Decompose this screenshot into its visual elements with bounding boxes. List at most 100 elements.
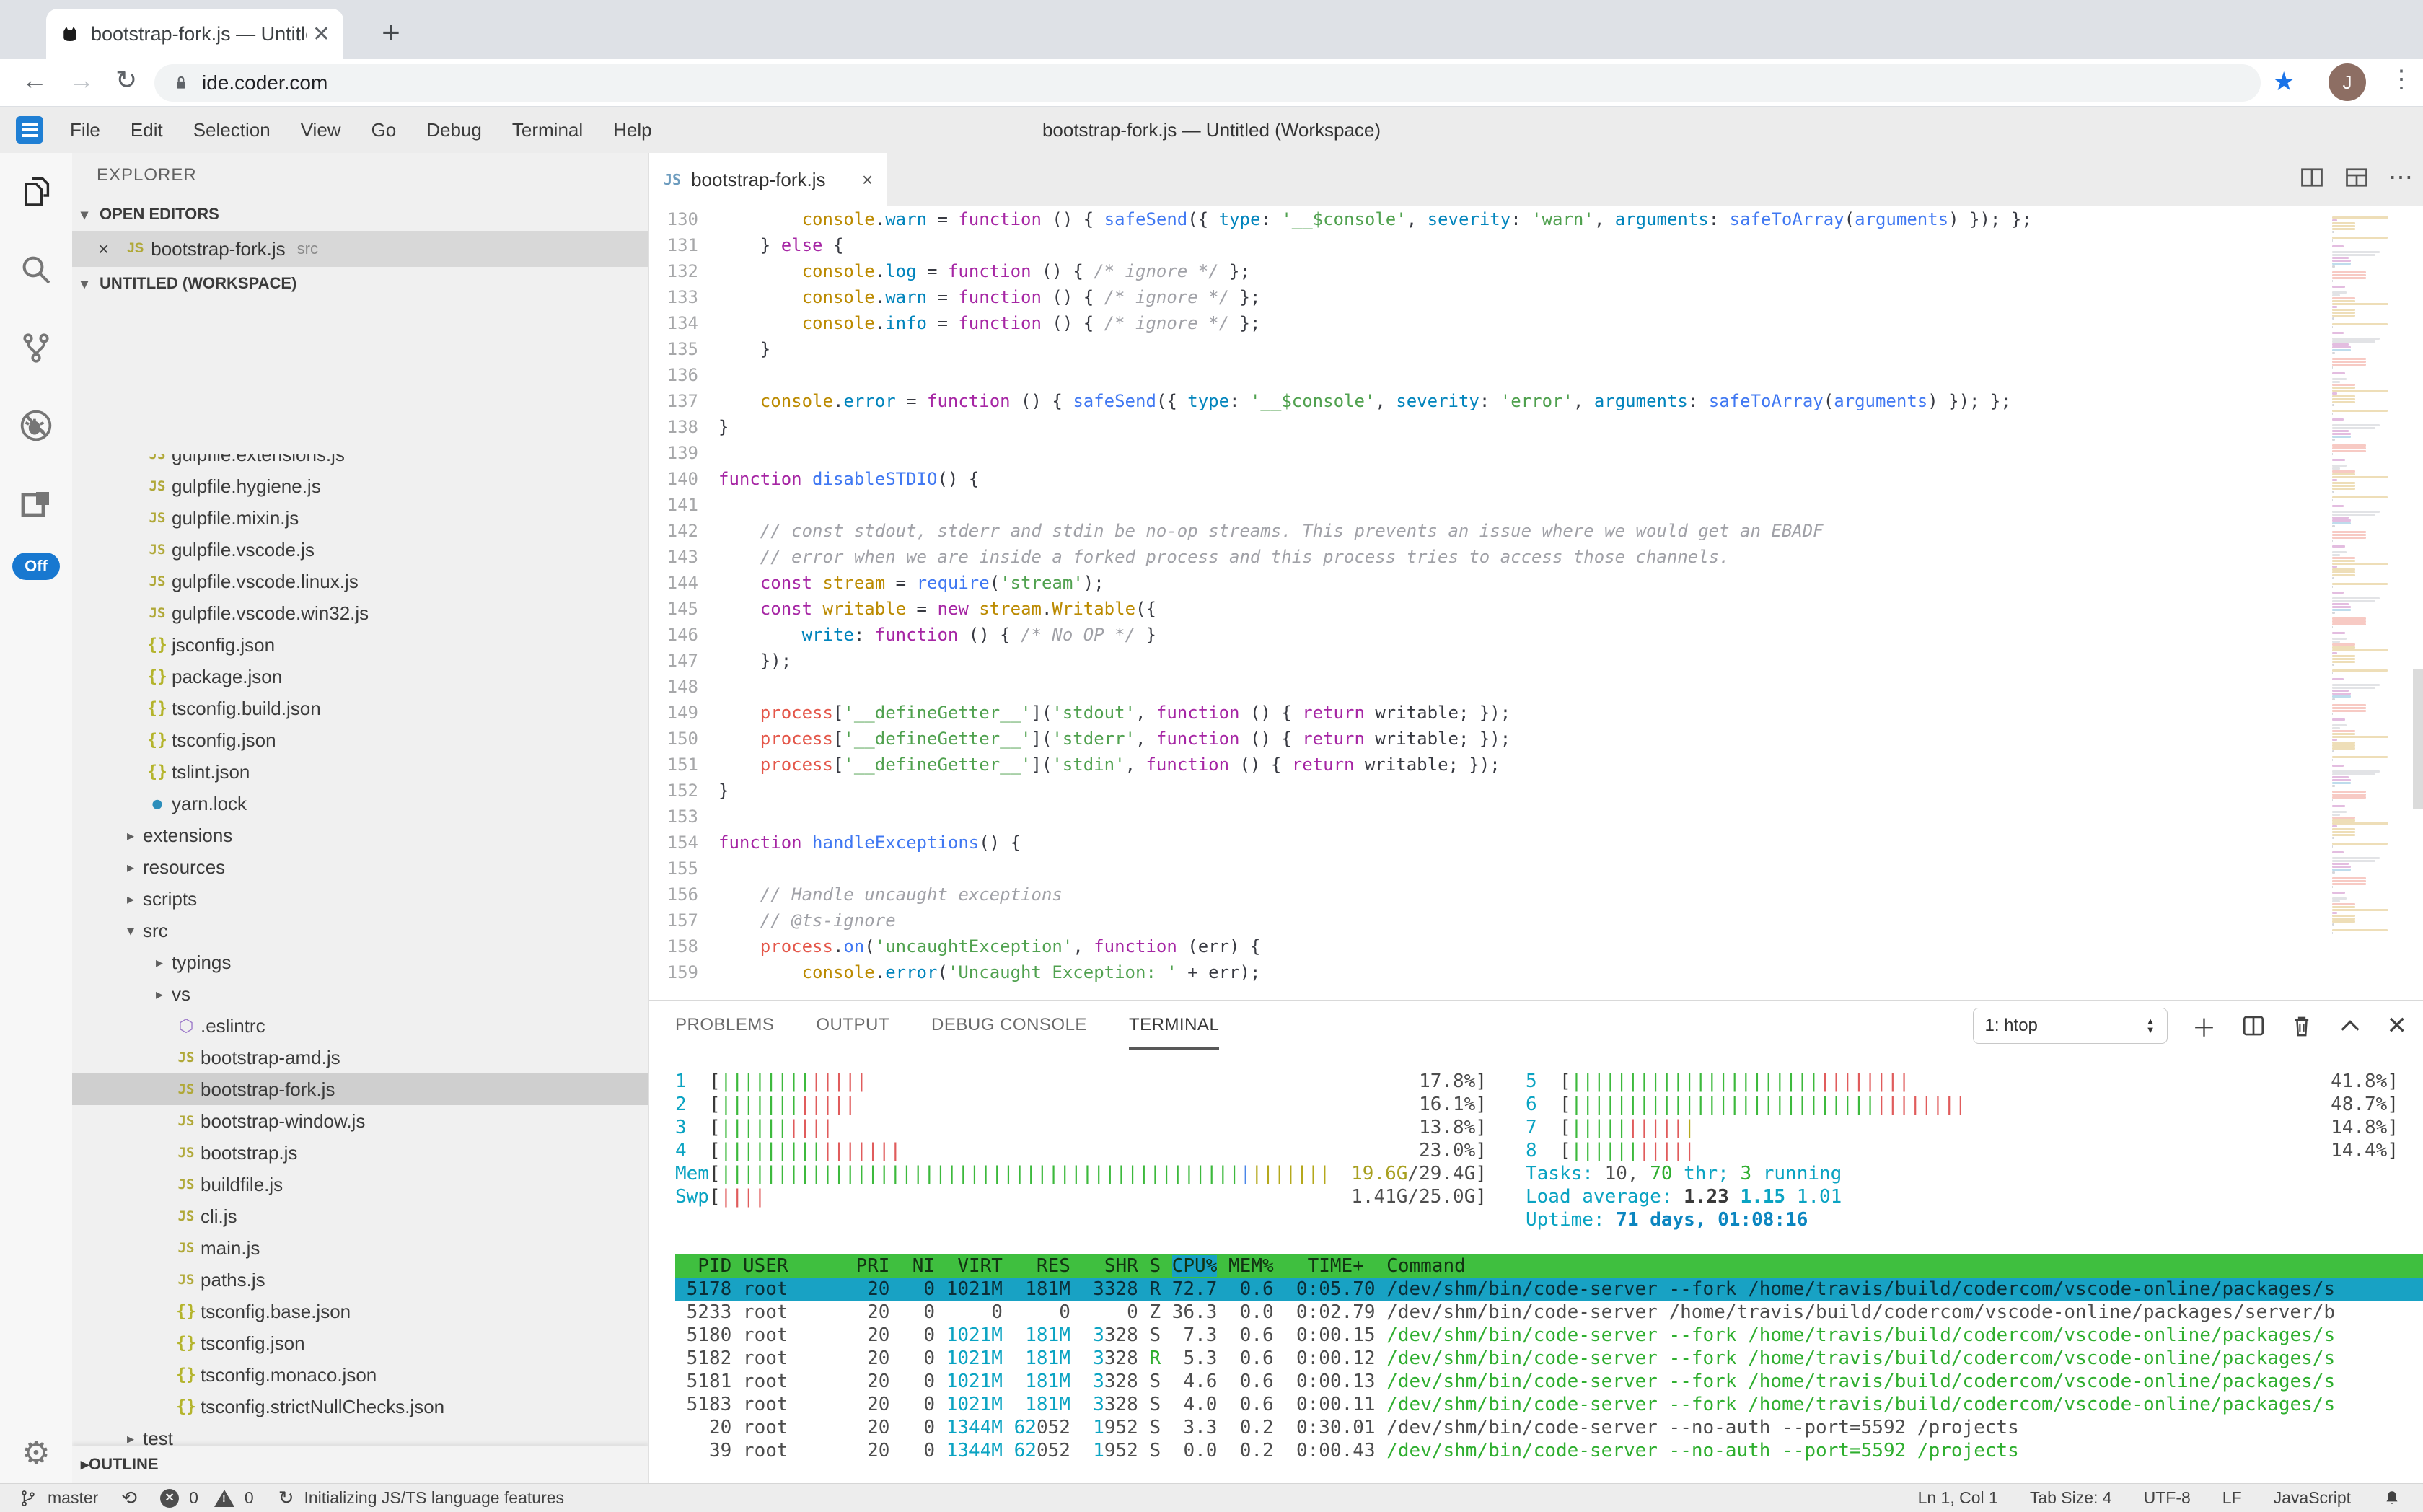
panel-tab-terminal[interactable]: TERMINAL: [1128, 1001, 1220, 1050]
browser-tab[interactable]: bootstrap-fork.js — Untitled (W ✕: [46, 9, 343, 59]
tree-item[interactable]: {} tslint.json: [72, 756, 648, 788]
source-control-icon[interactable]: [0, 309, 72, 387]
bell-icon[interactable]: [2383, 1489, 2401, 1508]
close-panel-icon[interactable]: ✕: [2386, 1012, 2408, 1040]
minimap[interactable]: [2332, 216, 2411, 981]
tree-item[interactable]: JS gulpfile.vscode.js: [72, 534, 648, 566]
menu-go[interactable]: Go: [371, 118, 397, 141]
terminal-picker[interactable]: 1: htop ▲ ▼: [1972, 1008, 2168, 1044]
eol[interactable]: LF: [2222, 1488, 2242, 1507]
split-editor-icon[interactable]: [2299, 164, 2325, 190]
tree-item[interactable]: JS gulpfile.hygiene.js: [72, 470, 648, 502]
tree-item[interactable]: ▸ vs: [72, 978, 648, 1010]
encoding[interactable]: UTF-8: [2143, 1488, 2191, 1507]
tree-item[interactable]: {} tsconfig.strictNullChecks.json: [72, 1391, 648, 1423]
new-tab-button[interactable]: +: [382, 15, 400, 50]
tree-item[interactable]: JS bootstrap-fork.js: [72, 1073, 648, 1105]
settings-gear-icon[interactable]: ⚙: [22, 1436, 50, 1471]
process-row[interactable]: 5183 root 20 0 1021M 181M 3328 S 4.0 0.6…: [675, 1394, 2336, 1415]
close-icon[interactable]: ×: [861, 168, 873, 190]
more-actions-icon[interactable]: ⋯: [2388, 164, 2413, 191]
extensions-icon[interactable]: [0, 465, 72, 542]
explorer-icon[interactable]: [0, 153, 72, 231]
warning-count[interactable]: 0: [244, 1488, 254, 1507]
tree-item[interactable]: ● yarn.lock: [72, 788, 648, 819]
tree-item[interactable]: ▸ extensions: [72, 819, 648, 851]
terminal[interactable]: 1[||||||||||||| 17.8%] 2[|||||||||||| 16.1%…: [675, 1050, 2423, 1508]
address-bar[interactable]: ide.coder.com: [154, 64, 2261, 102]
process-row[interactable]: 5181 root 20 0 1021M 181M 3328 S 4.6 0.6…: [675, 1371, 2336, 1392]
tree-item[interactable]: {} jsconfig.json: [72, 629, 648, 661]
tree-item[interactable]: JS paths.js: [72, 1264, 648, 1296]
editor-tab[interactable]: JS bootstrap-fork.js ×: [649, 153, 887, 206]
menu-selection[interactable]: Selection: [193, 118, 271, 141]
menu-help[interactable]: Help: [613, 118, 652, 141]
cursor-position[interactable]: Ln 1, Col 1: [1917, 1488, 1998, 1507]
process-row[interactable]: 5233 root 20 0 0 0 0 Z 36.3 0.0 0:02.79 …: [675, 1301, 2336, 1323]
sync-icon[interactable]: ⟲: [121, 1487, 138, 1508]
new-terminal-icon[interactable]: ＋: [2191, 1014, 2217, 1042]
split-terminal-icon[interactable]: [2241, 1014, 2266, 1038]
tab-size[interactable]: Tab Size: 4: [2029, 1488, 2112, 1507]
maximize-panel-icon[interactable]: [2338, 1014, 2362, 1038]
tree-item[interactable]: JS bootstrap-amd.js: [72, 1042, 648, 1073]
menu-file[interactable]: File: [70, 118, 100, 141]
tree-item[interactable]: ▸ resources: [72, 851, 648, 883]
process-row[interactable]: 5180 root 20 0 1021M 181M 3328 S 7.3 0.6…: [675, 1324, 2336, 1346]
menu-view[interactable]: View: [300, 118, 341, 141]
tree-item[interactable]: ▸ typings: [72, 946, 648, 978]
tree-item[interactable]: ⬡ .eslintrc: [72, 1010, 648, 1042]
search-icon[interactable]: [0, 231, 72, 309]
error-count[interactable]: 0: [189, 1488, 198, 1507]
tree-item[interactable]: JS cli.js: [72, 1200, 648, 1232]
process-row[interactable]: 20 root 20 0 1344M 62052 1952 S 3.3 0.2 …: [675, 1417, 2019, 1438]
menu-edit[interactable]: Edit: [130, 118, 163, 141]
tree-item[interactable]: JS bootstrap-window.js: [72, 1105, 648, 1137]
menu-debug[interactable]: Debug: [426, 118, 482, 141]
process-row[interactable]: 5182 root 20 0 1021M 181M 3328 R 5.3 0.6…: [675, 1348, 2336, 1369]
open-editor-item[interactable]: × JS bootstrap-fork.js src: [72, 231, 648, 267]
process-row[interactable]: 5178 root 20 0 1021M 181M 3328 R 72.7 0.…: [675, 1278, 2423, 1301]
kill-terminal-icon[interactable]: [2290, 1014, 2313, 1038]
tree-item[interactable]: ▸ test: [72, 1423, 648, 1454]
code-editor[interactable]: 130 console.warn = function () { safeSen…: [649, 206, 2423, 1000]
tree-item[interactable]: JS gulpfile.extensions.js: [72, 454, 648, 470]
tree-item[interactable]: {} tsconfig.base.json: [72, 1296, 648, 1327]
tree-item[interactable]: ▾ src: [72, 915, 648, 946]
language-mode[interactable]: JavaScript: [2273, 1488, 2351, 1507]
process-row[interactable]: 39 root 20 0 1344M 62052 1952 S 0.0 0.2 …: [675, 1440, 2019, 1462]
panel-tab-debug-console[interactable]: DEBUG CONSOLE: [931, 1015, 1087, 1034]
browser-menu-icon[interactable]: ⋮: [2389, 66, 2414, 93]
tab-close-icon[interactable]: ✕: [312, 22, 330, 46]
outline-header[interactable]: ▸ OUTLINE: [72, 1446, 648, 1483]
back-icon[interactable]: ←: [22, 65, 48, 94]
open-editors-header[interactable]: ▾ OPEN EDITORS: [81, 205, 219, 223]
avatar[interactable]: J: [2329, 63, 2366, 101]
debug-disabled-icon[interactable]: [0, 387, 72, 465]
tree-item[interactable]: JS main.js: [72, 1232, 648, 1264]
tree-item[interactable]: JS bootstrap.js: [72, 1137, 648, 1169]
tree-item[interactable]: JS gulpfile.mixin.js: [72, 502, 648, 534]
tree-item[interactable]: {} package.json: [72, 661, 648, 693]
bookmark-star-icon[interactable]: ★: [2272, 66, 2296, 96]
tree-item[interactable]: {} tsconfig.build.json: [72, 693, 648, 724]
editor-layout-icon[interactable]: [2344, 164, 2370, 190]
tree-item[interactable]: JS gulpfile.vscode.win32.js: [72, 597, 648, 629]
app-logo-icon[interactable]: [16, 116, 43, 144]
panel-tab-output[interactable]: OUTPUT: [816, 1015, 890, 1034]
close-icon[interactable]: ×: [98, 237, 110, 260]
branch-name[interactable]: master: [48, 1488, 99, 1507]
tree-item[interactable]: JS gulpfile.vscode.linux.js: [72, 566, 648, 597]
live-share-off-badge[interactable]: Off: [12, 553, 60, 580]
tree-item[interactable]: JS buildfile.js: [72, 1169, 648, 1200]
tree-item[interactable]: {} tsconfig.monaco.json: [72, 1359, 648, 1391]
editor-scrollbar[interactable]: [2413, 669, 2423, 809]
menu-terminal[interactable]: Terminal: [511, 118, 584, 141]
tree-item[interactable]: {} tsconfig.json: [72, 1327, 648, 1359]
forward-icon[interactable]: →: [69, 65, 94, 94]
tree-item[interactable]: {} tsconfig.json: [72, 724, 648, 756]
tree-item[interactable]: ▸ scripts: [72, 883, 648, 915]
workspace-header[interactable]: ▾ UNTITLED (WORKSPACE): [81, 274, 297, 292]
panel-tab-problems[interactable]: PROBLEMS: [675, 1015, 775, 1034]
refresh-icon[interactable]: ↻: [115, 65, 138, 94]
